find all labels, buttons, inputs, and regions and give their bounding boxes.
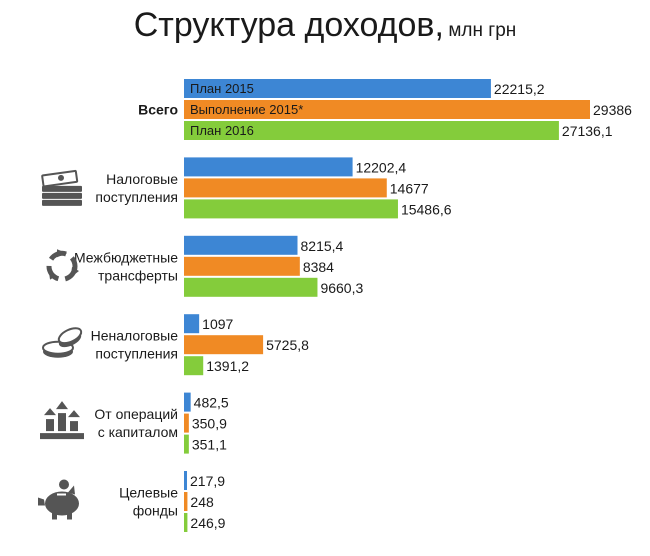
bar bbox=[184, 392, 191, 412]
bar bbox=[184, 356, 204, 376]
money-stack-icon bbox=[41, 169, 82, 206]
bar bbox=[184, 178, 387, 198]
category-label: От операций с капиталом bbox=[94, 406, 178, 440]
capital-growth-icon bbox=[40, 401, 84, 440]
bar bbox=[184, 471, 188, 490]
bar bbox=[184, 513, 188, 532]
value-label: 8384 bbox=[303, 259, 334, 275]
chart-title-main: Структура доходов, bbox=[133, 6, 444, 44]
value-label: 248 bbox=[190, 494, 214, 510]
value-label: 5725,8 bbox=[266, 337, 309, 353]
category-label: Всего bbox=[138, 102, 178, 118]
bar bbox=[184, 335, 264, 355]
value-label: 350,9 bbox=[192, 416, 227, 432]
bar bbox=[184, 256, 300, 276]
bar bbox=[184, 157, 353, 177]
coins-icon bbox=[42, 327, 83, 358]
value-label: 12202,4 bbox=[356, 159, 407, 175]
value-label: 22215,2 bbox=[494, 81, 545, 97]
value-label: 8215,4 bbox=[301, 238, 344, 254]
category-label: Межбюджетные трансферты bbox=[74, 249, 178, 283]
bar bbox=[184, 121, 559, 140]
bar bbox=[184, 199, 398, 219]
category-label: Налоговые поступления bbox=[95, 171, 178, 205]
value-label: 29386 bbox=[593, 102, 632, 118]
value-label: 15486,6 bbox=[401, 201, 452, 217]
recycle-icon bbox=[46, 249, 79, 282]
value-label: 27136,1 bbox=[562, 123, 613, 139]
value-label: 1391,2 bbox=[206, 358, 249, 374]
value-label: 9660,3 bbox=[320, 280, 363, 296]
piggy-bank-icon bbox=[38, 479, 79, 520]
chart-title: Структура доходов, млн грн bbox=[0, 6, 650, 45]
bar bbox=[184, 314, 200, 334]
value-label: 351,1 bbox=[192, 437, 227, 453]
category-label: Целевые фонды bbox=[119, 485, 178, 519]
value-label: 217,9 bbox=[190, 473, 225, 489]
value-label: 14677 bbox=[390, 180, 429, 196]
bar bbox=[184, 434, 189, 454]
bar bbox=[184, 413, 189, 433]
legend-label: Выполнение 2015* bbox=[190, 102, 303, 117]
bar bbox=[184, 79, 491, 98]
legend-label: План 2016 bbox=[190, 123, 254, 138]
chart-title-unit: млн грн bbox=[448, 20, 517, 41]
value-label: 246,9 bbox=[190, 515, 225, 531]
bar bbox=[184, 277, 318, 297]
value-label: 482,5 bbox=[194, 395, 229, 411]
value-label: 1097 bbox=[202, 316, 233, 332]
legend-label: План 2015 bbox=[190, 81, 254, 96]
category-label: Неналоговые поступления bbox=[91, 328, 179, 362]
bar bbox=[184, 235, 298, 255]
bar bbox=[184, 492, 188, 511]
bar bbox=[184, 100, 590, 119]
